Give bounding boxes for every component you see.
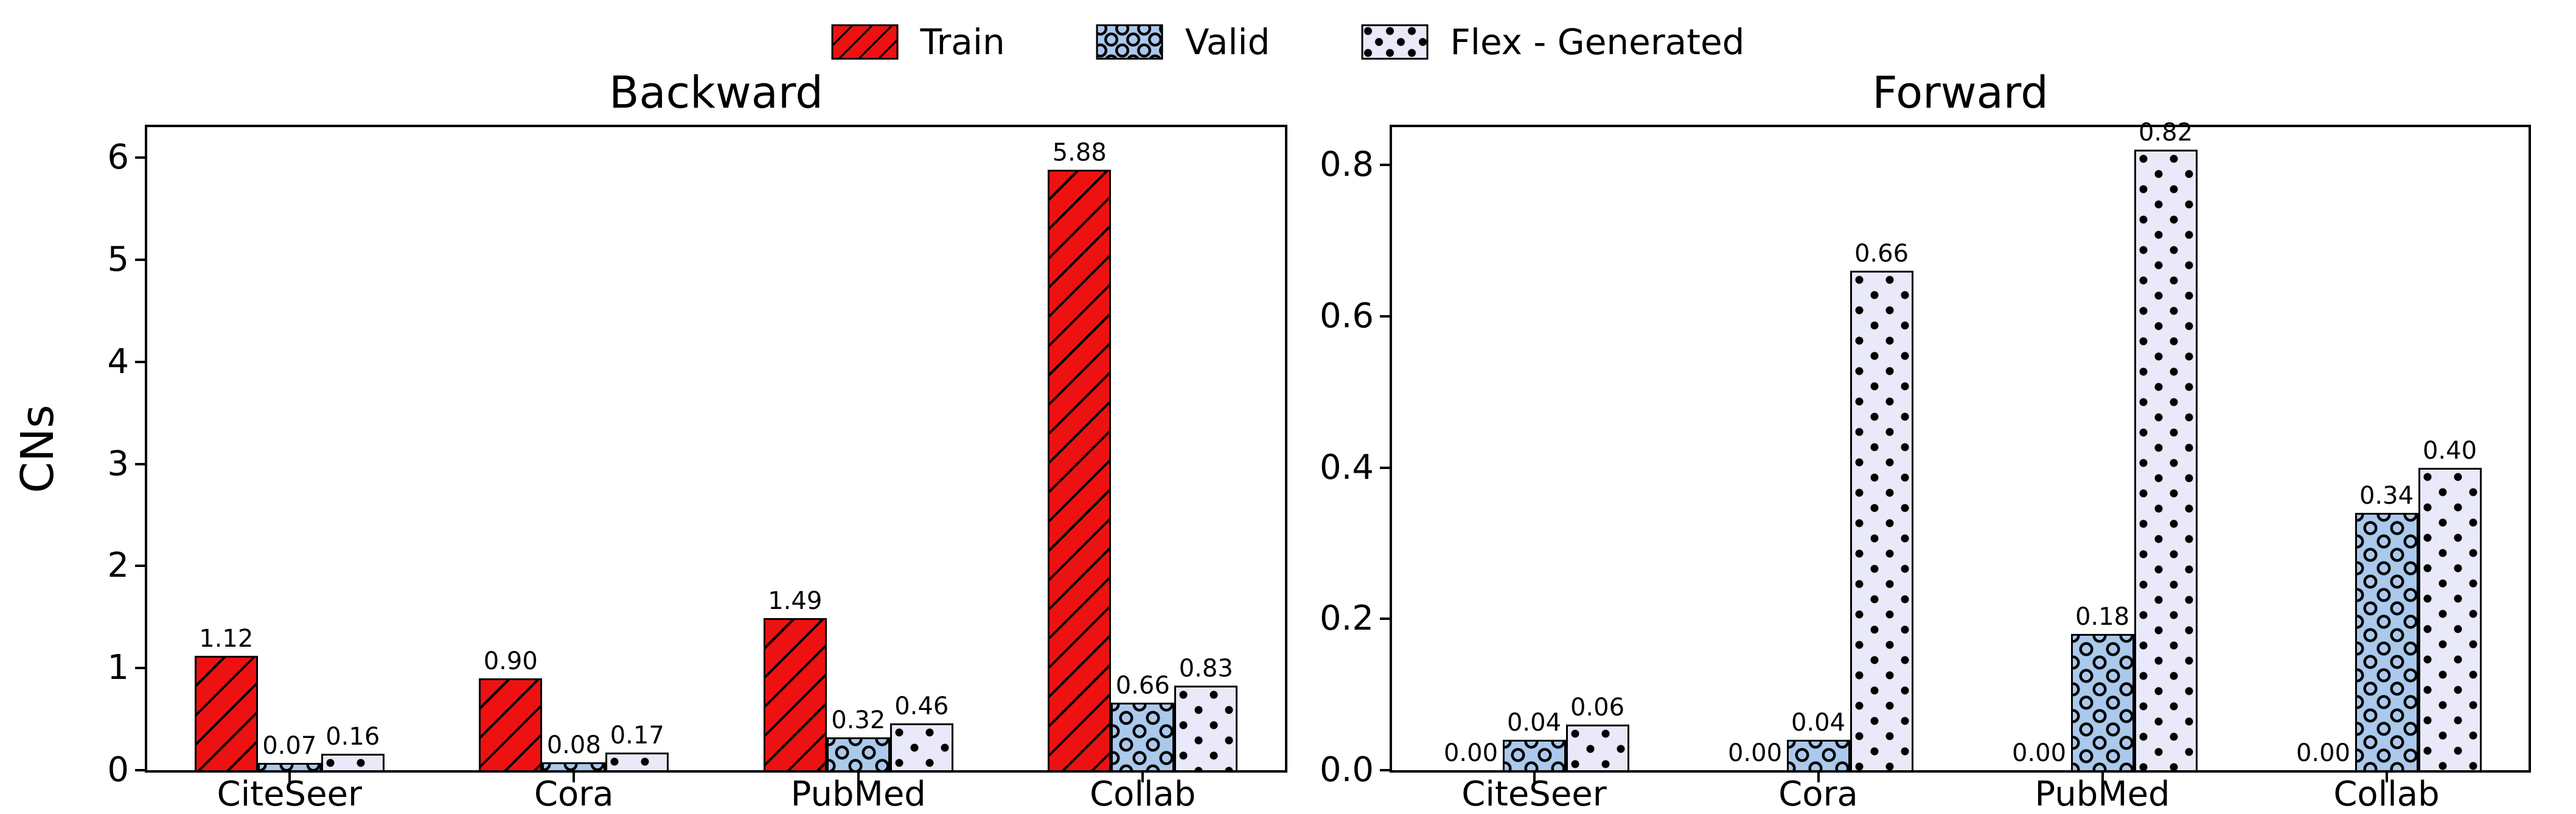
train-swatch-icon	[832, 24, 899, 60]
y-tick	[1380, 617, 1390, 620]
y-tick-label: 5	[107, 243, 129, 277]
bar-value-label: 0.40	[2423, 439, 2477, 463]
chart-title-backward: Backward	[145, 71, 1287, 114]
y-tick-label: 0	[107, 753, 129, 787]
bar	[195, 656, 258, 770]
legend-label-flex-generated: Flex - Generated	[1450, 24, 1744, 60]
bar	[1111, 703, 1174, 770]
bar-value-label: 0.00	[2012, 741, 2066, 765]
bar	[2355, 513, 2418, 770]
x-tick-label: Cora	[534, 777, 614, 812]
y-tick-label: 2	[107, 549, 129, 583]
bar-value-label: 0.17	[610, 723, 664, 748]
y-tick	[1380, 315, 1390, 318]
bar-value-label: 0.04	[1507, 711, 1561, 735]
y-tick-label: 0.2	[1320, 602, 1374, 636]
legend-item-valid: Valid	[1096, 24, 1270, 60]
y-tick-label: 0.4	[1320, 451, 1374, 485]
bar	[258, 763, 321, 770]
y-tick-label: 3	[107, 447, 129, 481]
bar-value-label: 0.66	[1854, 242, 1909, 266]
y-axis-label: CNs	[9, 125, 67, 773]
bar-value-label: 5.88	[1053, 141, 1107, 165]
bar	[1787, 740, 1850, 770]
bar	[321, 754, 385, 770]
x-tick-label: Cora	[1778, 777, 1858, 812]
bar-value-label: 0.16	[325, 725, 380, 749]
bar	[1503, 740, 1566, 770]
bar	[764, 618, 827, 770]
bar-value-label: 0.04	[1791, 711, 1845, 735]
y-tick-label: 6	[107, 141, 129, 175]
y-tick	[135, 259, 145, 261]
bar	[605, 753, 669, 770]
bar	[1048, 170, 1111, 770]
bar-value-label: 0.00	[1444, 741, 1498, 765]
legend: Train Valid Flex - Generated	[832, 24, 1745, 60]
bar-value-label: 0.08	[547, 733, 601, 757]
bar-value-label: 0.34	[2359, 484, 2414, 508]
x-tick-label: Collab	[2333, 777, 2439, 812]
y-tick-label: 1	[107, 651, 129, 685]
bar-value-label: 0.32	[831, 708, 885, 732]
bar	[1174, 686, 1238, 770]
x-tick-label: CiteSeer	[1461, 777, 1607, 812]
y-tick	[1380, 164, 1390, 166]
bar	[2418, 468, 2482, 770]
y-tick	[135, 156, 145, 159]
y-tick	[135, 769, 145, 771]
bar-value-label: 0.90	[484, 649, 538, 673]
y-tick	[1380, 769, 1390, 771]
bar-value-label: 0.07	[262, 734, 316, 758]
y-axis-label-text: CNs	[15, 405, 60, 493]
bar	[479, 678, 542, 770]
bar-value-label: 0.06	[1570, 695, 1624, 720]
bar-value-label: 0.66	[1116, 673, 1170, 698]
bar-value-label: 1.12	[199, 627, 253, 651]
bar-value-label: 0.83	[1179, 656, 1233, 681]
bar	[1566, 725, 1629, 770]
y-tick-label: 0.6	[1320, 299, 1374, 333]
bar	[890, 723, 953, 770]
y-tick	[1380, 467, 1390, 469]
bar-value-label: 0.00	[1728, 741, 1782, 765]
y-tick-label: 0.0	[1320, 753, 1374, 787]
bar	[827, 737, 890, 770]
bar-value-label: 0.18	[2075, 605, 2129, 629]
bar	[1850, 271, 1913, 770]
x-tick-label: PubMed	[2035, 777, 2170, 812]
y-tick	[135, 667, 145, 669]
x-tick-label: CiteSeer	[217, 777, 362, 812]
legend-item-flex-generated: Flex - Generated	[1361, 24, 1744, 60]
bar	[542, 762, 605, 770]
legend-item-train: Train	[832, 24, 1005, 60]
bar-value-label: 0.82	[2139, 120, 2193, 145]
y-tick-label: 0.8	[1320, 148, 1374, 182]
bar-value-label: 1.49	[768, 589, 822, 613]
chart-title-forward: Forward	[1390, 71, 2531, 114]
y-tick	[135, 463, 145, 465]
y-tick-label: 4	[107, 345, 129, 379]
x-tick-label: PubMed	[791, 777, 926, 812]
y-tick	[135, 361, 145, 363]
x-tick-label: Collab	[1090, 777, 1196, 812]
flex-generated-swatch-icon	[1361, 24, 1428, 60]
legend-label-train: Train	[921, 24, 1005, 60]
bar	[2134, 150, 2198, 770]
valid-swatch-icon	[1096, 24, 1163, 60]
y-tick	[135, 565, 145, 567]
legend-label-valid: Valid	[1185, 24, 1270, 60]
bar-value-label: 0.00	[2296, 741, 2350, 765]
bar-value-label: 0.46	[894, 694, 949, 718]
bar	[2071, 634, 2134, 770]
